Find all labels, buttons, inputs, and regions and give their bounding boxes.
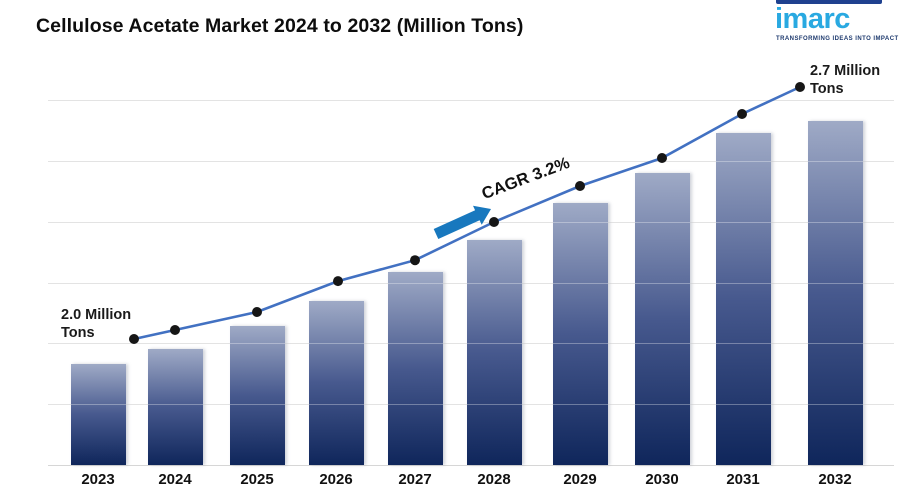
logo-accent-bar-icon — [776, 0, 882, 4]
end-value-label: 2.7 Million Tons — [810, 63, 881, 98]
x-label-2032: 2032 — [818, 471, 852, 488]
logo-tagline: TRANSFORMING IDEAS INTO IMPACT — [776, 36, 899, 42]
x-label-2030: 2030 — [645, 471, 679, 488]
bar-2031 — [715, 133, 771, 465]
x-label-2031: 2031 — [726, 471, 760, 488]
trend-marker-9 — [795, 82, 805, 92]
x-label-2026: 2026 — [319, 471, 353, 488]
gridline — [48, 465, 894, 466]
gridline — [48, 160, 894, 162]
bar-2026 — [308, 300, 364, 465]
trend-marker-3 — [333, 276, 343, 287]
gridline-overlay — [48, 100, 894, 101]
cagr-arrow-icon — [433, 205, 491, 239]
trend-marker-1 — [170, 325, 180, 335]
x-label-2027: 2027 — [398, 471, 432, 488]
trend-marker-6 — [575, 181, 585, 191]
bar-2029 — [552, 202, 608, 465]
trend-marker-2 — [252, 307, 262, 317]
bar-2028 — [466, 240, 522, 465]
x-label-2023: 2023 — [81, 471, 115, 488]
x-label-2024: 2024 — [158, 471, 192, 488]
trend-marker-4 — [410, 255, 420, 266]
trend-marker-0 — [129, 334, 139, 344]
x-label-2025: 2025 — [240, 471, 274, 488]
trend-marker-7 — [657, 153, 667, 163]
gridline-overlay — [48, 343, 894, 345]
trend-marker-5 — [489, 217, 499, 227]
gridline — [48, 100, 894, 101]
gridline-overlay — [48, 282, 894, 284]
bar-2023 — [70, 363, 126, 465]
x-label-2029: 2029 — [563, 471, 597, 488]
gridline-overlay — [48, 404, 894, 406]
logo-brand-text: imarc — [775, 3, 850, 35]
bar-2024 — [147, 349, 203, 465]
x-label-2028: 2028 — [477, 471, 511, 488]
bar-2030 — [634, 173, 690, 465]
bar-2025 — [229, 325, 285, 465]
chart-title: Cellulose Acetate Market 2024 to 2032 (M… — [36, 15, 524, 37]
trend-line — [133, 85, 801, 341]
start-value-label: 2.0 Million Tons — [61, 307, 132, 342]
gridline-overlay — [48, 160, 894, 162]
trend-marker-8 — [737, 109, 747, 119]
bar-2027 — [387, 272, 443, 465]
imarc-logo: imarc TRANSFORMING IDEAS INTO IMPACT — [775, 0, 898, 46]
bar-2032 — [807, 120, 863, 465]
